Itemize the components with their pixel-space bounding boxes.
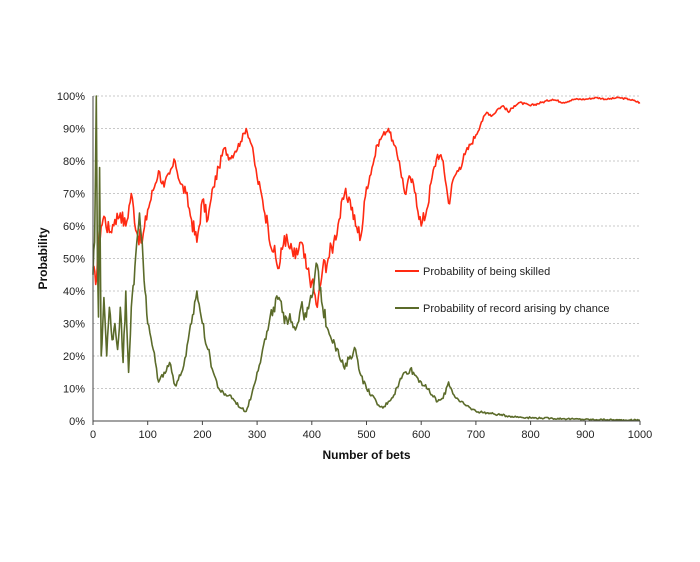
y-tick-label: 80% <box>63 156 85 168</box>
y-tick-label: 90% <box>63 124 85 136</box>
y-tick-label: 10% <box>63 384 85 396</box>
x-tick-label: 900 <box>576 429 594 441</box>
y-tick-label: 50% <box>63 254 85 266</box>
x-tick-label: 800 <box>521 429 539 441</box>
x-tick-label: 700 <box>467 429 485 441</box>
gridlines <box>93 95 640 389</box>
y-tick-label: 0% <box>69 416 85 428</box>
series-line-1 <box>92 96 641 309</box>
x-tick-label: 500 <box>357 429 375 441</box>
series-layer <box>92 95 641 422</box>
x-tick-label: 600 <box>412 429 430 441</box>
y-tick-label: 100% <box>57 91 85 103</box>
y-tick-labels: 0% 10% 20% 30% 40% 50% 60% 70% 80% 90% 100% <box>57 91 85 428</box>
series-line-2 <box>92 95 641 422</box>
y-tick-label: 40% <box>63 286 85 298</box>
x-tick-label: 0 <box>90 429 96 441</box>
legend-label: Probability of record arising by chance <box>423 303 609 315</box>
y-tick-label: 20% <box>63 351 85 363</box>
x-tick-label: 400 <box>303 429 321 441</box>
y-tick-label: 30% <box>63 319 85 331</box>
y-axis-title: Probability <box>36 227 50 289</box>
x-tick-label: 1000 <box>628 429 652 441</box>
x-tick-label: 100 <box>139 429 157 441</box>
x-tick-label: 300 <box>248 429 266 441</box>
x-axis-title: Number of bets <box>322 448 410 462</box>
y-tick-label: 60% <box>63 221 85 233</box>
x-tick-labels: 0 100 200 300 400 500 600 700 800 900 1000 <box>90 421 652 441</box>
legend-label: Probability of being skilled <box>423 266 550 278</box>
legend: Probability of being skilled Probability … <box>395 266 609 315</box>
y-tick-label: 70% <box>63 189 85 201</box>
x-tick-label: 200 <box>193 429 211 441</box>
